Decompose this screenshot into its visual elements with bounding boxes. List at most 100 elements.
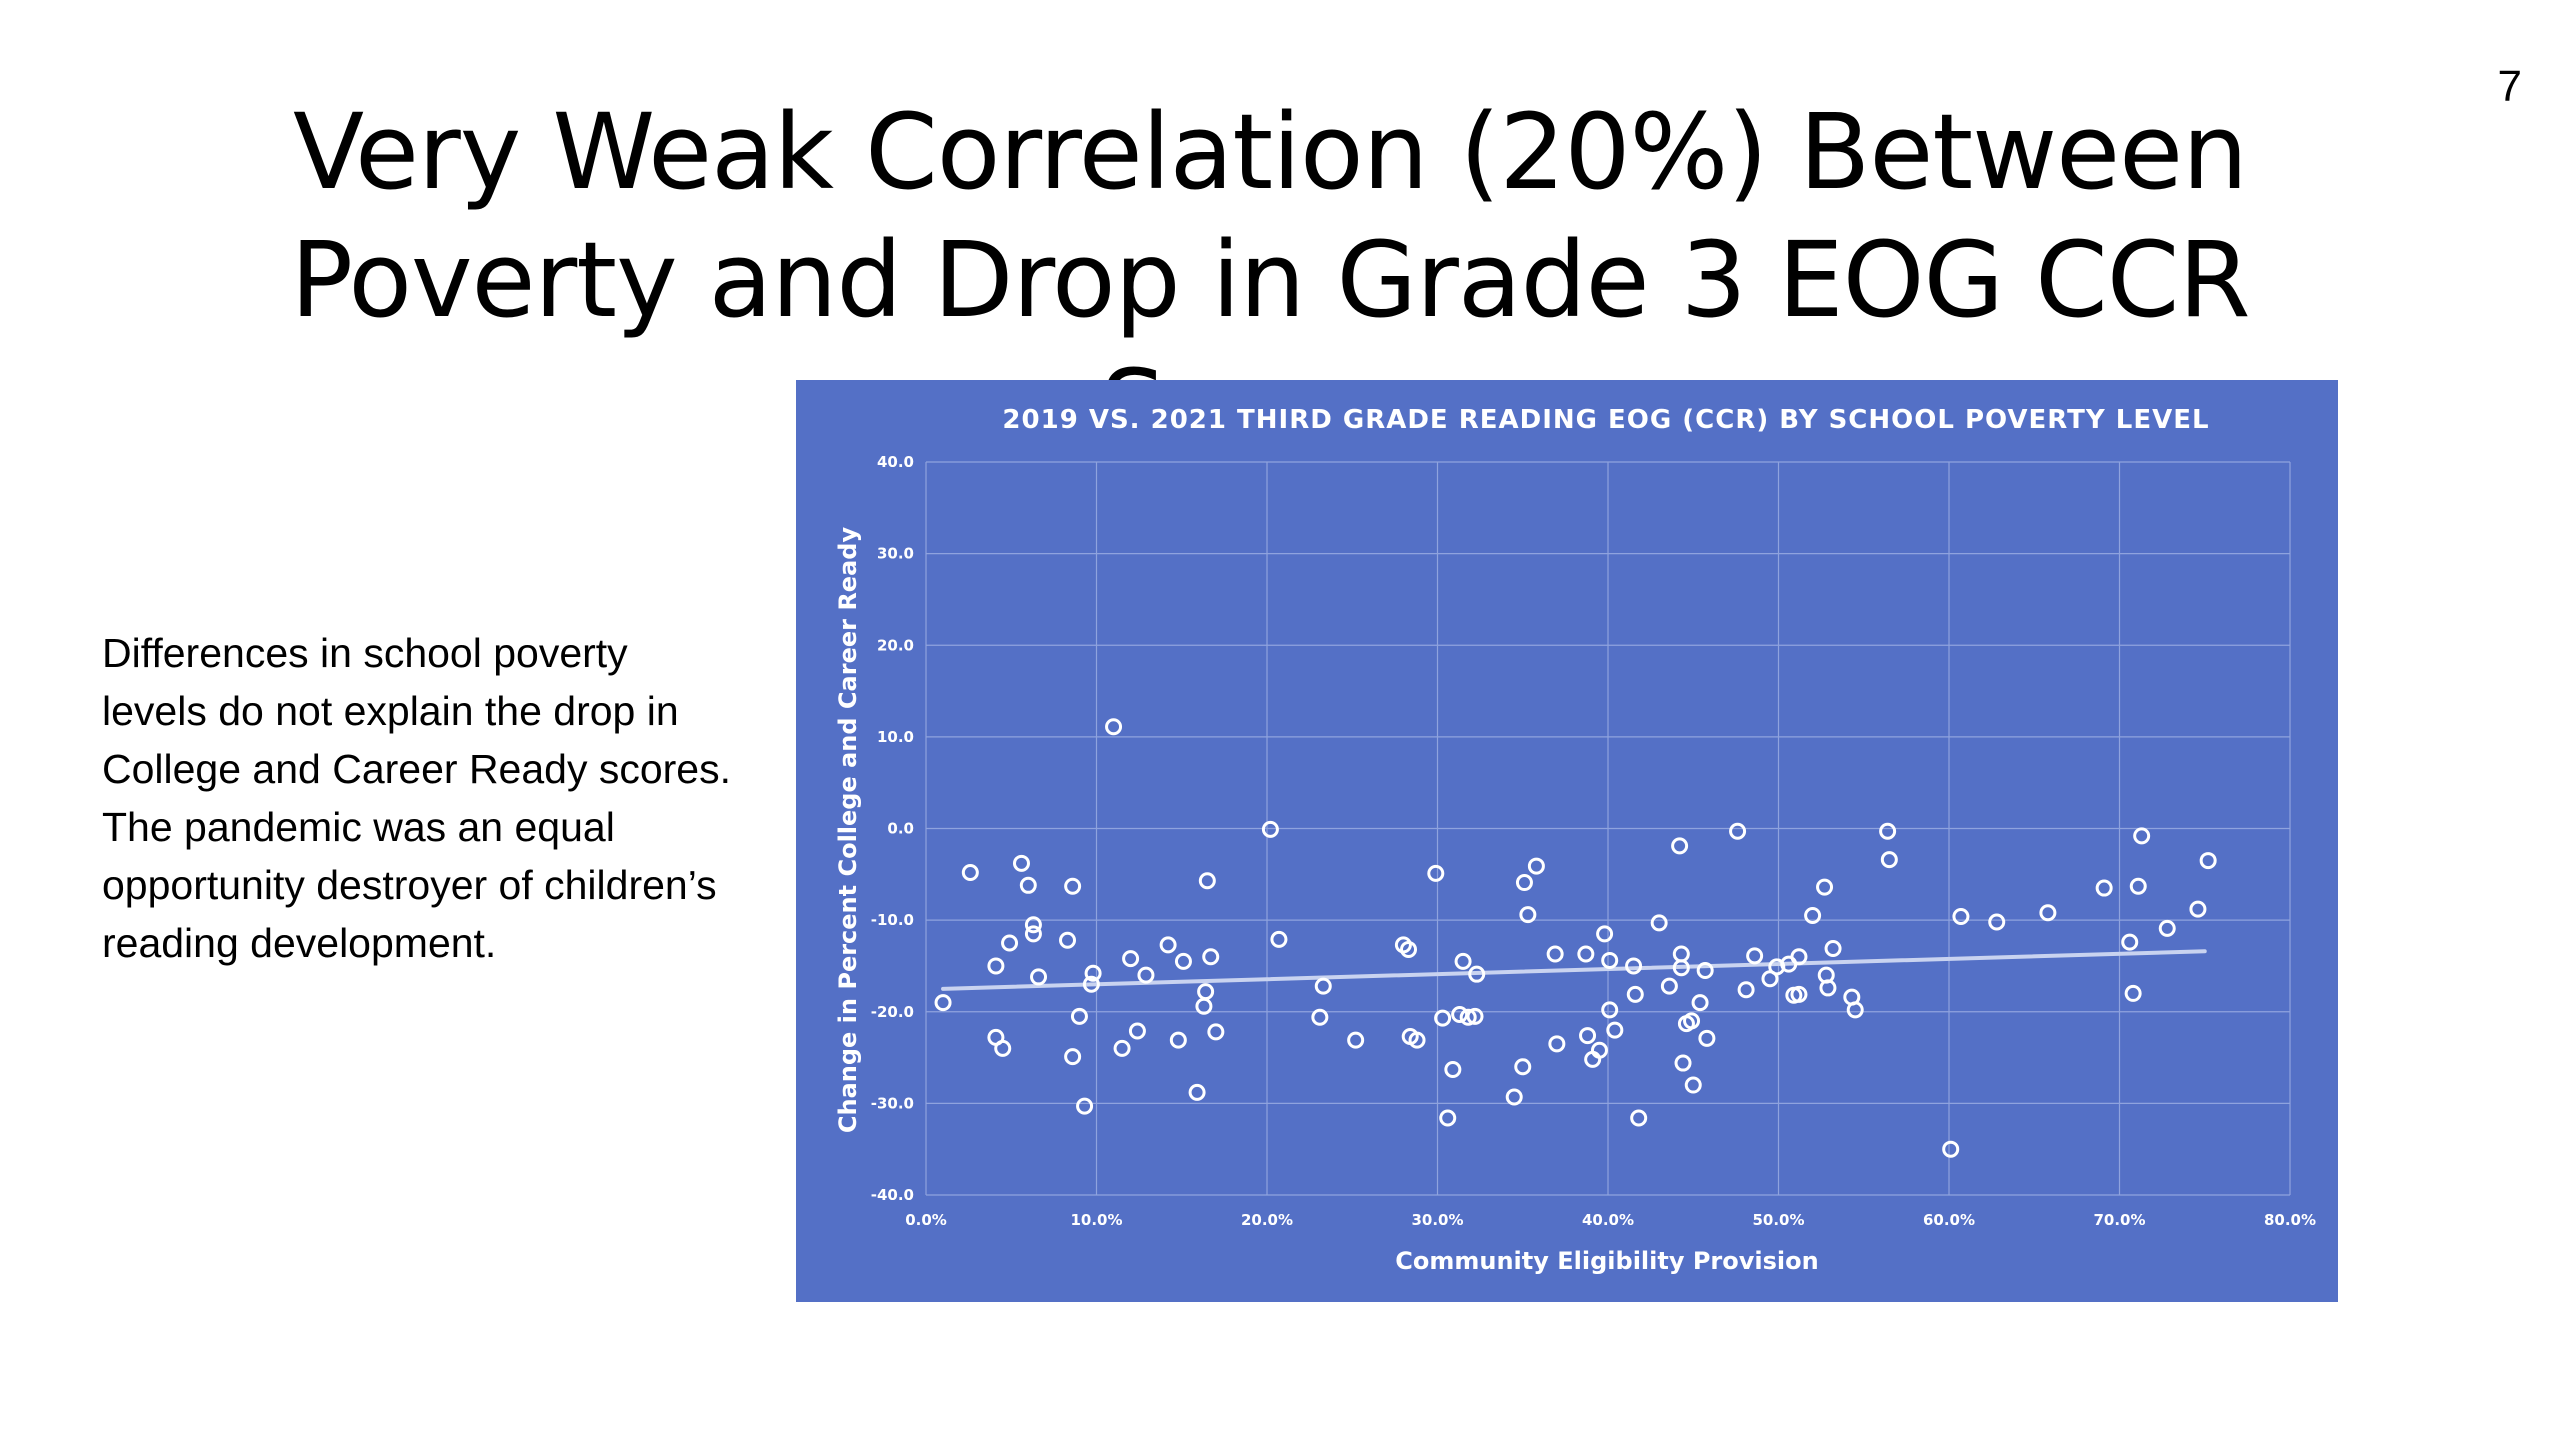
data-point [1625, 957, 1643, 975]
data-point [1024, 925, 1042, 943]
y-axis-label: Change in Percent College and Career Rea… [834, 527, 862, 1134]
data-point [1942, 1140, 1960, 1158]
data-point [1400, 940, 1418, 958]
data-point [1198, 872, 1216, 890]
data-point [1427, 864, 1445, 882]
data-point [2124, 984, 2142, 1002]
data-point [1070, 1007, 1088, 1025]
data-point [1113, 1039, 1131, 1057]
data-point [1671, 837, 1689, 855]
data-point [1527, 857, 1545, 875]
x-tick-label: 70.0% [2093, 1211, 2145, 1229]
x-tick-label: 10.0% [1070, 1211, 1122, 1229]
data-point [1790, 948, 1808, 966]
data-point [1601, 951, 1619, 969]
data-point [1444, 1060, 1462, 1078]
y-tick-label: 10.0 [877, 728, 914, 746]
data-point [1505, 1088, 1523, 1106]
data-point [1816, 878, 1834, 896]
trendline [941, 949, 2207, 991]
y-tick-label: 40.0 [877, 453, 914, 471]
data-point [1314, 977, 1332, 995]
data-point [1626, 985, 1644, 1003]
data-point [1012, 854, 1030, 872]
data-point [1548, 1035, 1566, 1053]
data-point [987, 957, 1005, 975]
data-point [1519, 906, 1537, 924]
data-point [1790, 985, 1808, 1003]
data-point [1174, 952, 1192, 970]
data-point [1880, 851, 1898, 869]
data-point [1466, 1007, 1484, 1025]
data-point [1596, 925, 1614, 943]
data-point [1824, 940, 1842, 958]
y-tick-label: -30.0 [871, 1094, 914, 1112]
x-tick-label: 60.0% [1923, 1211, 1975, 1229]
chart-background [796, 380, 2338, 1302]
data-point [1683, 1012, 1701, 1030]
data-point [1698, 1029, 1716, 1047]
data-point [2133, 827, 2151, 845]
data-point [1468, 965, 1486, 983]
data-point [1105, 718, 1123, 736]
data-point [1202, 948, 1220, 966]
data-point [1159, 936, 1177, 954]
chart-title: 2019 VS. 2021 THIRD GRADE READING EOG (C… [1002, 405, 2209, 435]
data-point [1650, 914, 1668, 932]
data-point [2189, 900, 2207, 918]
data-point [1076, 1097, 1094, 1115]
data-point [1082, 975, 1100, 993]
data-point [1128, 1022, 1146, 1040]
x-tick-label: 0.0% [905, 1211, 947, 1229]
y-tick-label: 20.0 [877, 636, 914, 654]
data-point [1606, 1021, 1624, 1039]
chart-trendline-group [941, 949, 2207, 991]
data-point [1819, 979, 1837, 997]
slide-title-line-1: Very Weak Correlation (20%) Between [292, 91, 2248, 213]
data-point [1197, 983, 1215, 1001]
data-point [1434, 1009, 1452, 1027]
data-point [1660, 977, 1678, 995]
data-point [2129, 877, 2147, 895]
data-point [1952, 907, 1970, 925]
slide-number: 7 [2497, 62, 2522, 111]
data-point [1270, 930, 1288, 948]
data-point [1729, 822, 1747, 840]
chart-points [934, 718, 2217, 1158]
data-point [1988, 913, 2006, 931]
x-tick-label: 30.0% [1411, 1211, 1463, 1229]
data-point [1846, 1001, 1864, 1019]
body-text: Differences in school poverty levels do … [102, 630, 731, 966]
x-tick-label: 20.0% [1241, 1211, 1293, 1229]
data-point [1059, 931, 1077, 949]
data-point [1188, 1083, 1206, 1101]
data-point [1515, 874, 1533, 892]
scatter-chart-svg: 0.0% 10.0% 20.0% 30.0% 40.0% 50.0% 60.0% 70.0% 8… [796, 380, 2338, 1302]
chart-ticks: 0.0% 10.0% 20.0% 30.0% 40.0% 50.0% 60.0% 70.0% 8… [871, 453, 2316, 1229]
data-point [2039, 904, 2057, 922]
slide-title: Very Weak Correlation (20%) Between Pove… [160, 88, 2380, 472]
data-point [1672, 959, 1690, 977]
data-point [1030, 968, 1048, 986]
data-point [1546, 945, 1564, 963]
x-tick-label: 50.0% [1752, 1211, 1804, 1229]
data-point [1590, 1041, 1608, 1059]
data-point [1439, 1109, 1457, 1127]
data-point [1630, 1109, 1648, 1127]
data-point [1459, 1008, 1477, 1026]
data-point [1879, 822, 1897, 840]
data-point [1451, 1005, 1469, 1023]
data-point [2199, 852, 2217, 870]
x-tick-label: 40.0% [1582, 1211, 1634, 1229]
y-tick-label: -40.0 [871, 1186, 914, 1204]
x-tick-label: 80.0% [2264, 1211, 2316, 1229]
data-point [1674, 1054, 1692, 1072]
data-point [1311, 1008, 1329, 1026]
data-point [1579, 1027, 1597, 1045]
y-tick-label: 0.0 [887, 820, 914, 838]
data-point [1084, 964, 1102, 982]
data-point [1001, 934, 1019, 952]
data-point [1684, 1076, 1702, 1094]
scatter-chart: 0.0% 10.0% 20.0% 30.0% 40.0% 50.0% 60.0% 70.0% 8… [796, 380, 2338, 1302]
